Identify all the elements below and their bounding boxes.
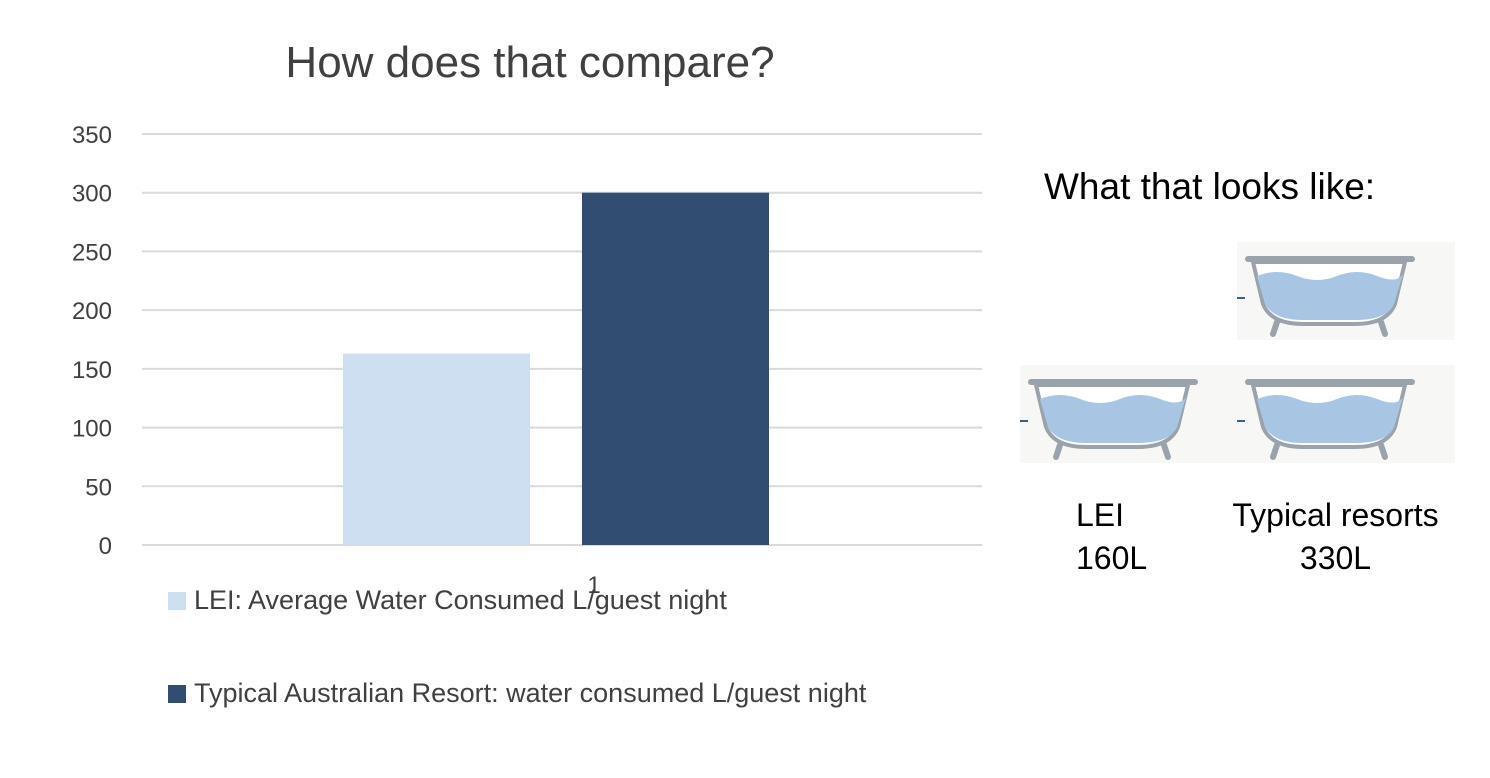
bathtub-icon xyxy=(1020,365,1238,463)
legend-item-lei: LEI: Average Water Consumed L/guest nigh… xyxy=(168,581,908,619)
x-axis-ticks: 1 xyxy=(587,572,600,599)
y-tick-label: 350 xyxy=(72,122,112,149)
x-tick-label: 1 xyxy=(587,572,600,599)
chart-title: How does that compare? xyxy=(285,38,774,87)
legend-label-lei: LEI: Average Water Consumed L/guest nigh… xyxy=(194,585,727,615)
legend-label-resort: Typical Australian Resort: water consume… xyxy=(194,678,867,708)
y-tick-label: 200 xyxy=(72,298,112,325)
y-tick-label: 100 xyxy=(72,416,112,443)
y-axis-ticks: 0 50 100 150 200 250 300 350 xyxy=(72,122,112,560)
legend-swatch-resort xyxy=(168,685,186,703)
bar-resort xyxy=(582,192,769,545)
side-panel-title: What that looks like: xyxy=(1044,166,1376,207)
legend-swatch-lei xyxy=(168,592,186,610)
bar-lei xyxy=(343,353,530,545)
gridlines xyxy=(142,133,982,546)
resort-value: 330L xyxy=(1299,540,1372,576)
resort-caption: Typical resorts 330L xyxy=(1213,494,1458,580)
bathtub-icon xyxy=(1237,365,1455,463)
y-tick-label: 300 xyxy=(72,181,112,208)
y-tick-label: 0 xyxy=(99,533,112,560)
legend-item-resort: Typical Australian Resort: water consume… xyxy=(168,674,908,712)
lei-value: 160L xyxy=(1076,540,1148,576)
bars xyxy=(343,192,769,545)
lei-caption: LEI 160L xyxy=(1076,494,1147,580)
y-tick-label: 150 xyxy=(72,357,112,384)
y-tick-label: 250 xyxy=(72,239,112,266)
bar-chart: How does that compare? 0 50 100 150 200 250 30… xyxy=(72,38,982,599)
y-tick-label: 50 xyxy=(85,474,112,501)
lei-label: LEI xyxy=(1076,497,1125,533)
resort-label: Typical resorts xyxy=(1232,497,1439,533)
bathtub-icon xyxy=(1237,242,1455,340)
